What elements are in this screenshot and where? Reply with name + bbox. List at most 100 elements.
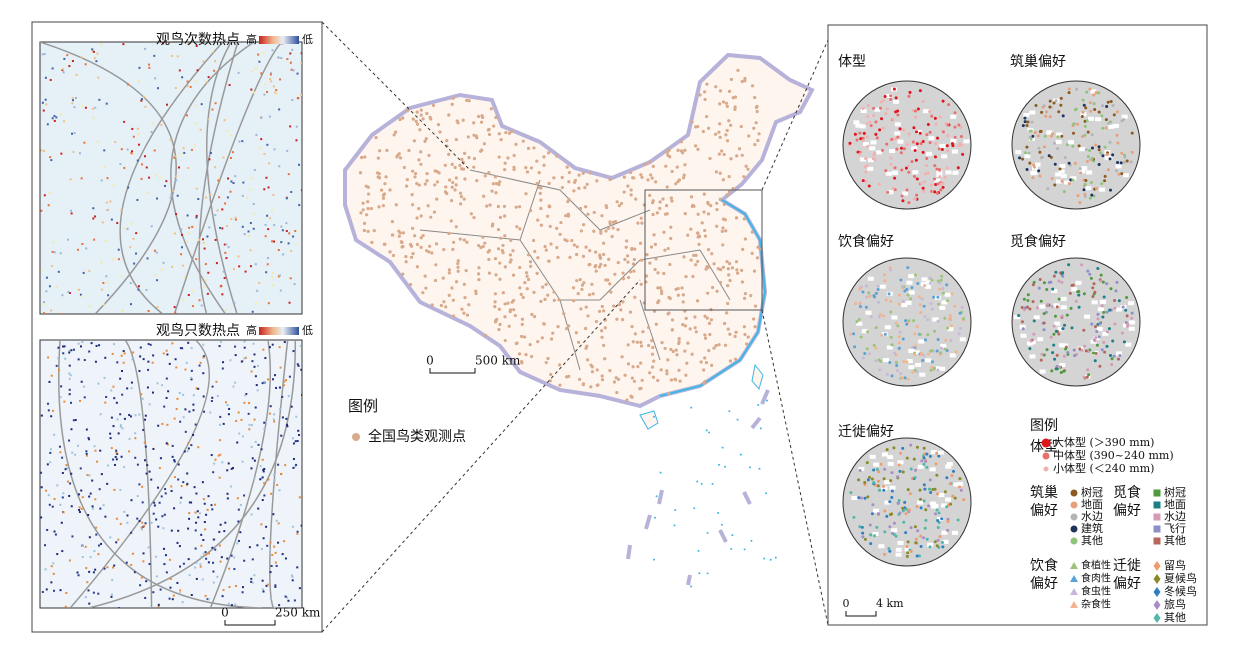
bird-point (1094, 91, 1098, 95)
bird-point (1020, 306, 1024, 310)
bird-point (1086, 130, 1090, 134)
hotspot-cell (93, 445, 96, 448)
bird-point (934, 462, 938, 466)
hotspot-cell (100, 261, 103, 264)
hotspot-cell (237, 607, 240, 608)
observation-point (456, 262, 460, 266)
bird-point (904, 319, 908, 323)
hotspot-cell (284, 595, 287, 598)
bird-point (871, 503, 875, 507)
hotspot-cell (275, 564, 278, 567)
legend-item: 其他 (1164, 534, 1186, 547)
observation-point (542, 163, 546, 167)
hotspot-cell (163, 547, 166, 550)
bird-point (1080, 263, 1084, 267)
bird-point (1065, 313, 1069, 317)
legend-item: 飞行 (1164, 522, 1186, 535)
hotspot-cell (68, 364, 71, 367)
observation-point (358, 171, 363, 175)
bird-point (934, 512, 938, 516)
observation-point (572, 189, 576, 193)
hotspot-cell (68, 351, 71, 354)
street-block (953, 482, 960, 487)
legend-item: 旅鸟 (1164, 597, 1186, 611)
hotspot-cell (212, 561, 215, 564)
hotspot-cell (269, 597, 272, 600)
bird-point (1063, 323, 1067, 327)
street-block (914, 362, 921, 367)
bird-point (923, 314, 927, 318)
hotspot-cell (295, 463, 298, 466)
observation-point (515, 225, 519, 229)
observation-point (621, 318, 625, 322)
observation-point (575, 279, 579, 283)
hotspot-cell (260, 523, 263, 526)
bird-point (1053, 357, 1057, 361)
hotspot-cell (45, 588, 48, 591)
bird-point (930, 278, 934, 282)
legend-item: 小体型 (＜240 mm) (1053, 461, 1154, 475)
observation-point (659, 289, 664, 293)
hotspot-cell (286, 149, 289, 152)
bird-point (865, 144, 869, 148)
bird-point (1047, 154, 1051, 158)
hotspot-cell (88, 495, 91, 498)
observation-point (594, 250, 598, 254)
hotspot-cell (130, 222, 133, 225)
hotspot-cell (65, 592, 68, 595)
hotspot-cell (282, 253, 285, 256)
street-block (1090, 89, 1097, 94)
bird-point (1023, 120, 1027, 124)
hotspot-cell (161, 384, 164, 387)
hotspot-cell (79, 399, 82, 402)
hotspot-cell (203, 242, 206, 245)
hotspot-cell (40, 516, 43, 519)
bird-point (882, 477, 886, 481)
bird-point (958, 477, 962, 481)
observation-point (600, 378, 605, 382)
hotspot-cell (112, 425, 115, 428)
street-block (867, 158, 874, 163)
bird-point (883, 94, 887, 98)
bird-point (880, 117, 884, 121)
bird-point (863, 537, 867, 541)
hotspot-cell (57, 346, 60, 349)
observation-point (597, 309, 602, 314)
hotspot-cell (146, 257, 149, 260)
hotspot-cell (242, 181, 245, 184)
hotspot-cell (57, 357, 60, 360)
hotspot-cell (250, 177, 253, 180)
observation-point (507, 131, 511, 135)
bird-point (936, 526, 940, 530)
bird-point (1106, 168, 1110, 172)
hotspot-cell (117, 607, 120, 608)
observation-point (564, 214, 568, 218)
bird-point (1046, 187, 1050, 191)
observation-point (626, 260, 630, 264)
hotspot-cell (271, 276, 274, 279)
observation-point (439, 303, 443, 308)
street-block (929, 501, 936, 506)
bird-point (1093, 108, 1097, 112)
hotspot-cell (106, 482, 109, 485)
bird-point (1112, 354, 1116, 358)
hotspot-cell (250, 445, 253, 448)
street-block (874, 107, 881, 112)
hotspot-cell (183, 450, 186, 453)
observation-point (567, 374, 571, 378)
hotspot-cell (49, 451, 52, 454)
observation-point (753, 95, 757, 100)
observation-point (460, 157, 464, 161)
bird-point (924, 518, 928, 522)
hotspot-cell (172, 594, 175, 597)
observation-point (501, 243, 505, 248)
street-block (932, 317, 939, 322)
street-block (908, 349, 915, 354)
hotspot-cell (123, 352, 126, 355)
hotspot-cell (80, 507, 83, 510)
observation-point (706, 212, 711, 216)
street-block (887, 461, 894, 466)
legend-marker (1070, 489, 1078, 497)
hotspot-cell (63, 57, 66, 60)
observation-point (487, 248, 492, 253)
